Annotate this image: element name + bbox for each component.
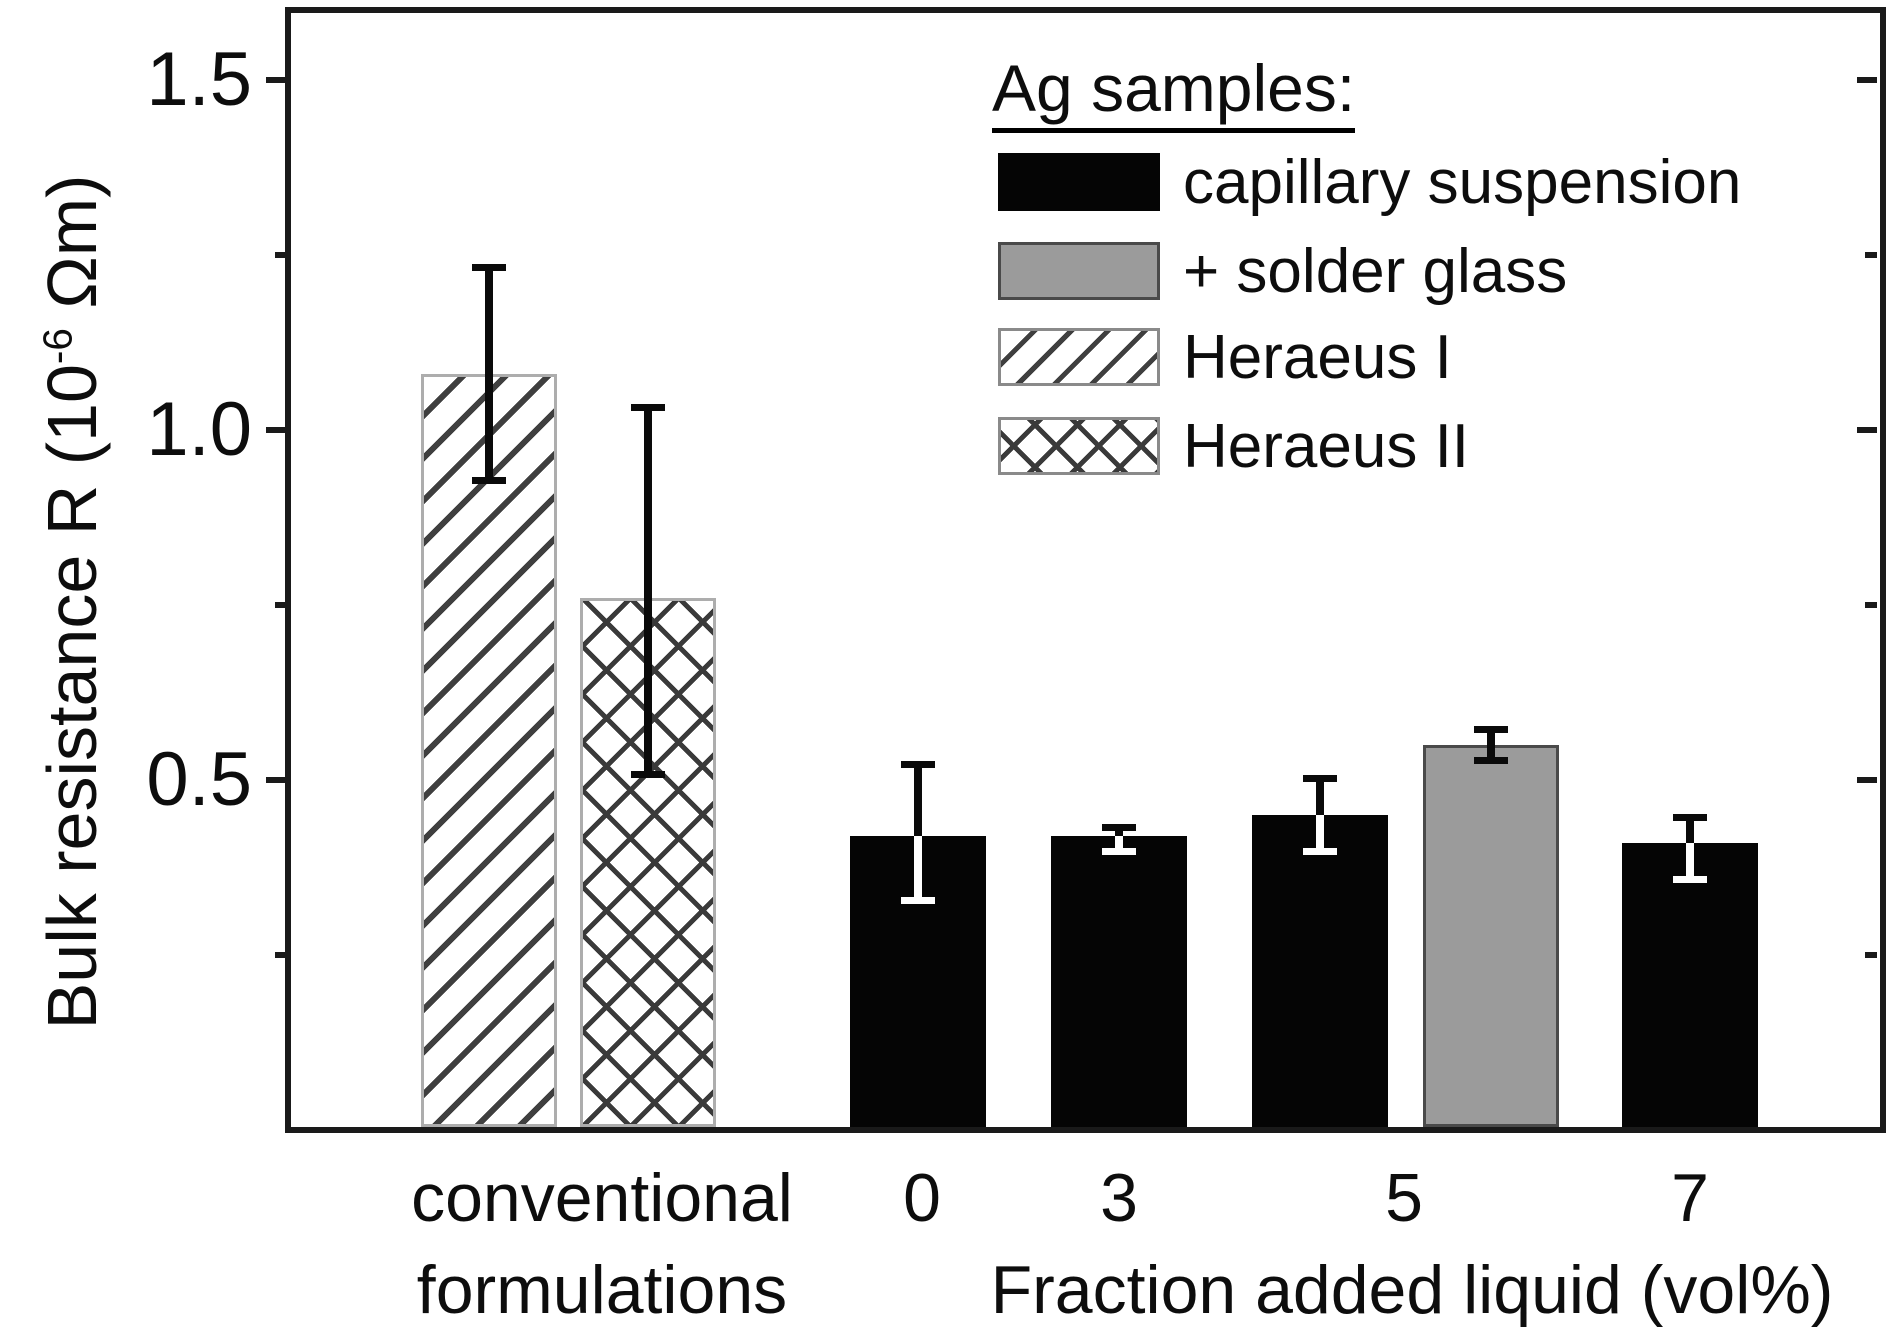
y-axis-minor-tick: [275, 602, 288, 608]
error-bar-upper-capillary-suspension-7-vol: [1686, 818, 1694, 843]
legend-swatch-capillary-suspension: [998, 153, 1160, 211]
error-bar-upper-cap-heraeus-i: [472, 264, 506, 271]
error-bar-lower-cap-capillary-suspension-3-vol: [1102, 848, 1136, 855]
error-bar-lower-cap-capillary-suspension-5-vol: [1303, 848, 1337, 855]
error-bar-upper-capillary-suspension-5-vol: [1316, 780, 1324, 815]
y-axis-major-tick: [266, 777, 288, 783]
y-axis-title: Bulk resistance R (10-6 Ωm): [32, 82, 112, 1122]
legend-title: Ag samples:: [992, 52, 1356, 133]
x-tick-label-7: 7: [1671, 1160, 1709, 1236]
bar-capillary-suspension-5-vol: [1252, 815, 1388, 1127]
error-bar-upper-cap-heraeus-ii: [631, 404, 665, 411]
error-bar-lower-capillary-suspension-5-vol: [1316, 815, 1324, 850]
error-bar-upper-cap-capillary-suspension-0-vol: [901, 761, 935, 768]
error-bar-upper-cap-capillary-suspension-solder-glass-5-vol: [1474, 726, 1508, 733]
error-bar-upper-capillary-suspension-0-vol: [914, 766, 922, 836]
y-axis-major-tick: [266, 427, 288, 433]
y-axis-right-major-tick: [1857, 427, 1877, 433]
bar-heraeus-i: [421, 374, 557, 1127]
y-axis-minor-tick: [275, 952, 288, 958]
error-bar-upper-cap-capillary-suspension-7-vol: [1673, 813, 1707, 821]
error-bar-lower-cap-heraeus-ii: [631, 771, 665, 778]
x-group-label-line1: conventional: [411, 1160, 793, 1236]
bar-capillary-suspension-7-vol: [1622, 843, 1758, 1127]
legend-swatch-heraeus-1: [998, 328, 1160, 386]
y-axis-right-major-tick: [1857, 777, 1877, 783]
legend-label-heraeus-1: Heraeus I: [1183, 323, 1452, 392]
x-tick-label-0: 0: [903, 1160, 941, 1236]
y-axis-minor-tick: [275, 252, 288, 258]
y-axis-major-tick: [266, 77, 288, 83]
y-axis-title-unit: Ωm): [33, 174, 111, 329]
error-bar-upper-heraeus-ii: [644, 409, 652, 598]
bar-capillary-suspension-solder-glass-5-vol: [1423, 745, 1559, 1127]
error-bar-upper-capillary-suspension-3-vol: [1115, 829, 1123, 836]
y-axis-right-minor-tick: [1865, 952, 1877, 958]
error-bar-lower-capillary-suspension-solder-glass-5-vol: [1487, 745, 1495, 759]
legend-label-capillary-suspension: capillary suspension: [1183, 148, 1742, 217]
y-axis-right-minor-tick: [1865, 252, 1877, 258]
y-axis-title-superscript: -6: [34, 328, 81, 365]
error-bar-lower-cap-capillary-suspension-solder-glass-5-vol: [1474, 757, 1508, 764]
legend-swatch-solder-glass: [998, 242, 1160, 300]
x-group-label-line2: formulations: [416, 1252, 788, 1328]
legend-label-solder-glass: + solder glass: [1183, 237, 1568, 306]
error-bar-lower-heraeus-i: [485, 374, 493, 479]
bar-capillary-suspension-3-vol: [1051, 836, 1187, 1127]
error-bar-upper-capillary-suspension-solder-glass-5-vol: [1487, 731, 1495, 745]
error-bar-upper-cap-capillary-suspension-5-vol: [1303, 775, 1337, 782]
error-bar-upper-cap-capillary-suspension-3-vol: [1102, 824, 1136, 831]
y-tick-label: 1.0: [146, 387, 252, 472]
error-bar-lower-heraeus-ii: [644, 598, 652, 773]
error-bar-upper-heraeus-i: [485, 269, 493, 374]
x-tick-label-5: 5: [1385, 1160, 1423, 1236]
error-bar-lower-cap-capillary-suspension-0-vol: [901, 897, 935, 904]
y-axis-right-major-tick: [1857, 77, 1877, 83]
legend-title-text: Ag samples:: [992, 52, 1356, 133]
error-bar-lower-cap-heraeus-i: [472, 477, 506, 484]
y-axis-right-minor-tick: [1865, 602, 1877, 608]
error-bar-lower-capillary-suspension-0-vol: [914, 836, 922, 899]
x-axis-title: Fraction added liquid (vol%): [990, 1252, 1834, 1328]
x-tick-label-3: 3: [1100, 1160, 1138, 1236]
error-bar-lower-capillary-suspension-3-vol: [1115, 836, 1123, 850]
error-bar-lower-capillary-suspension-7-vol: [1686, 843, 1694, 878]
error-bar-lower-cap-capillary-suspension-7-vol: [1673, 876, 1707, 883]
legend-label-heraeus-2: Heraeus II: [1183, 412, 1470, 481]
legend-swatch-heraeus-2: [998, 417, 1160, 475]
y-tick-label: 0.5: [146, 737, 252, 822]
y-tick-label: 1.5: [146, 37, 252, 122]
